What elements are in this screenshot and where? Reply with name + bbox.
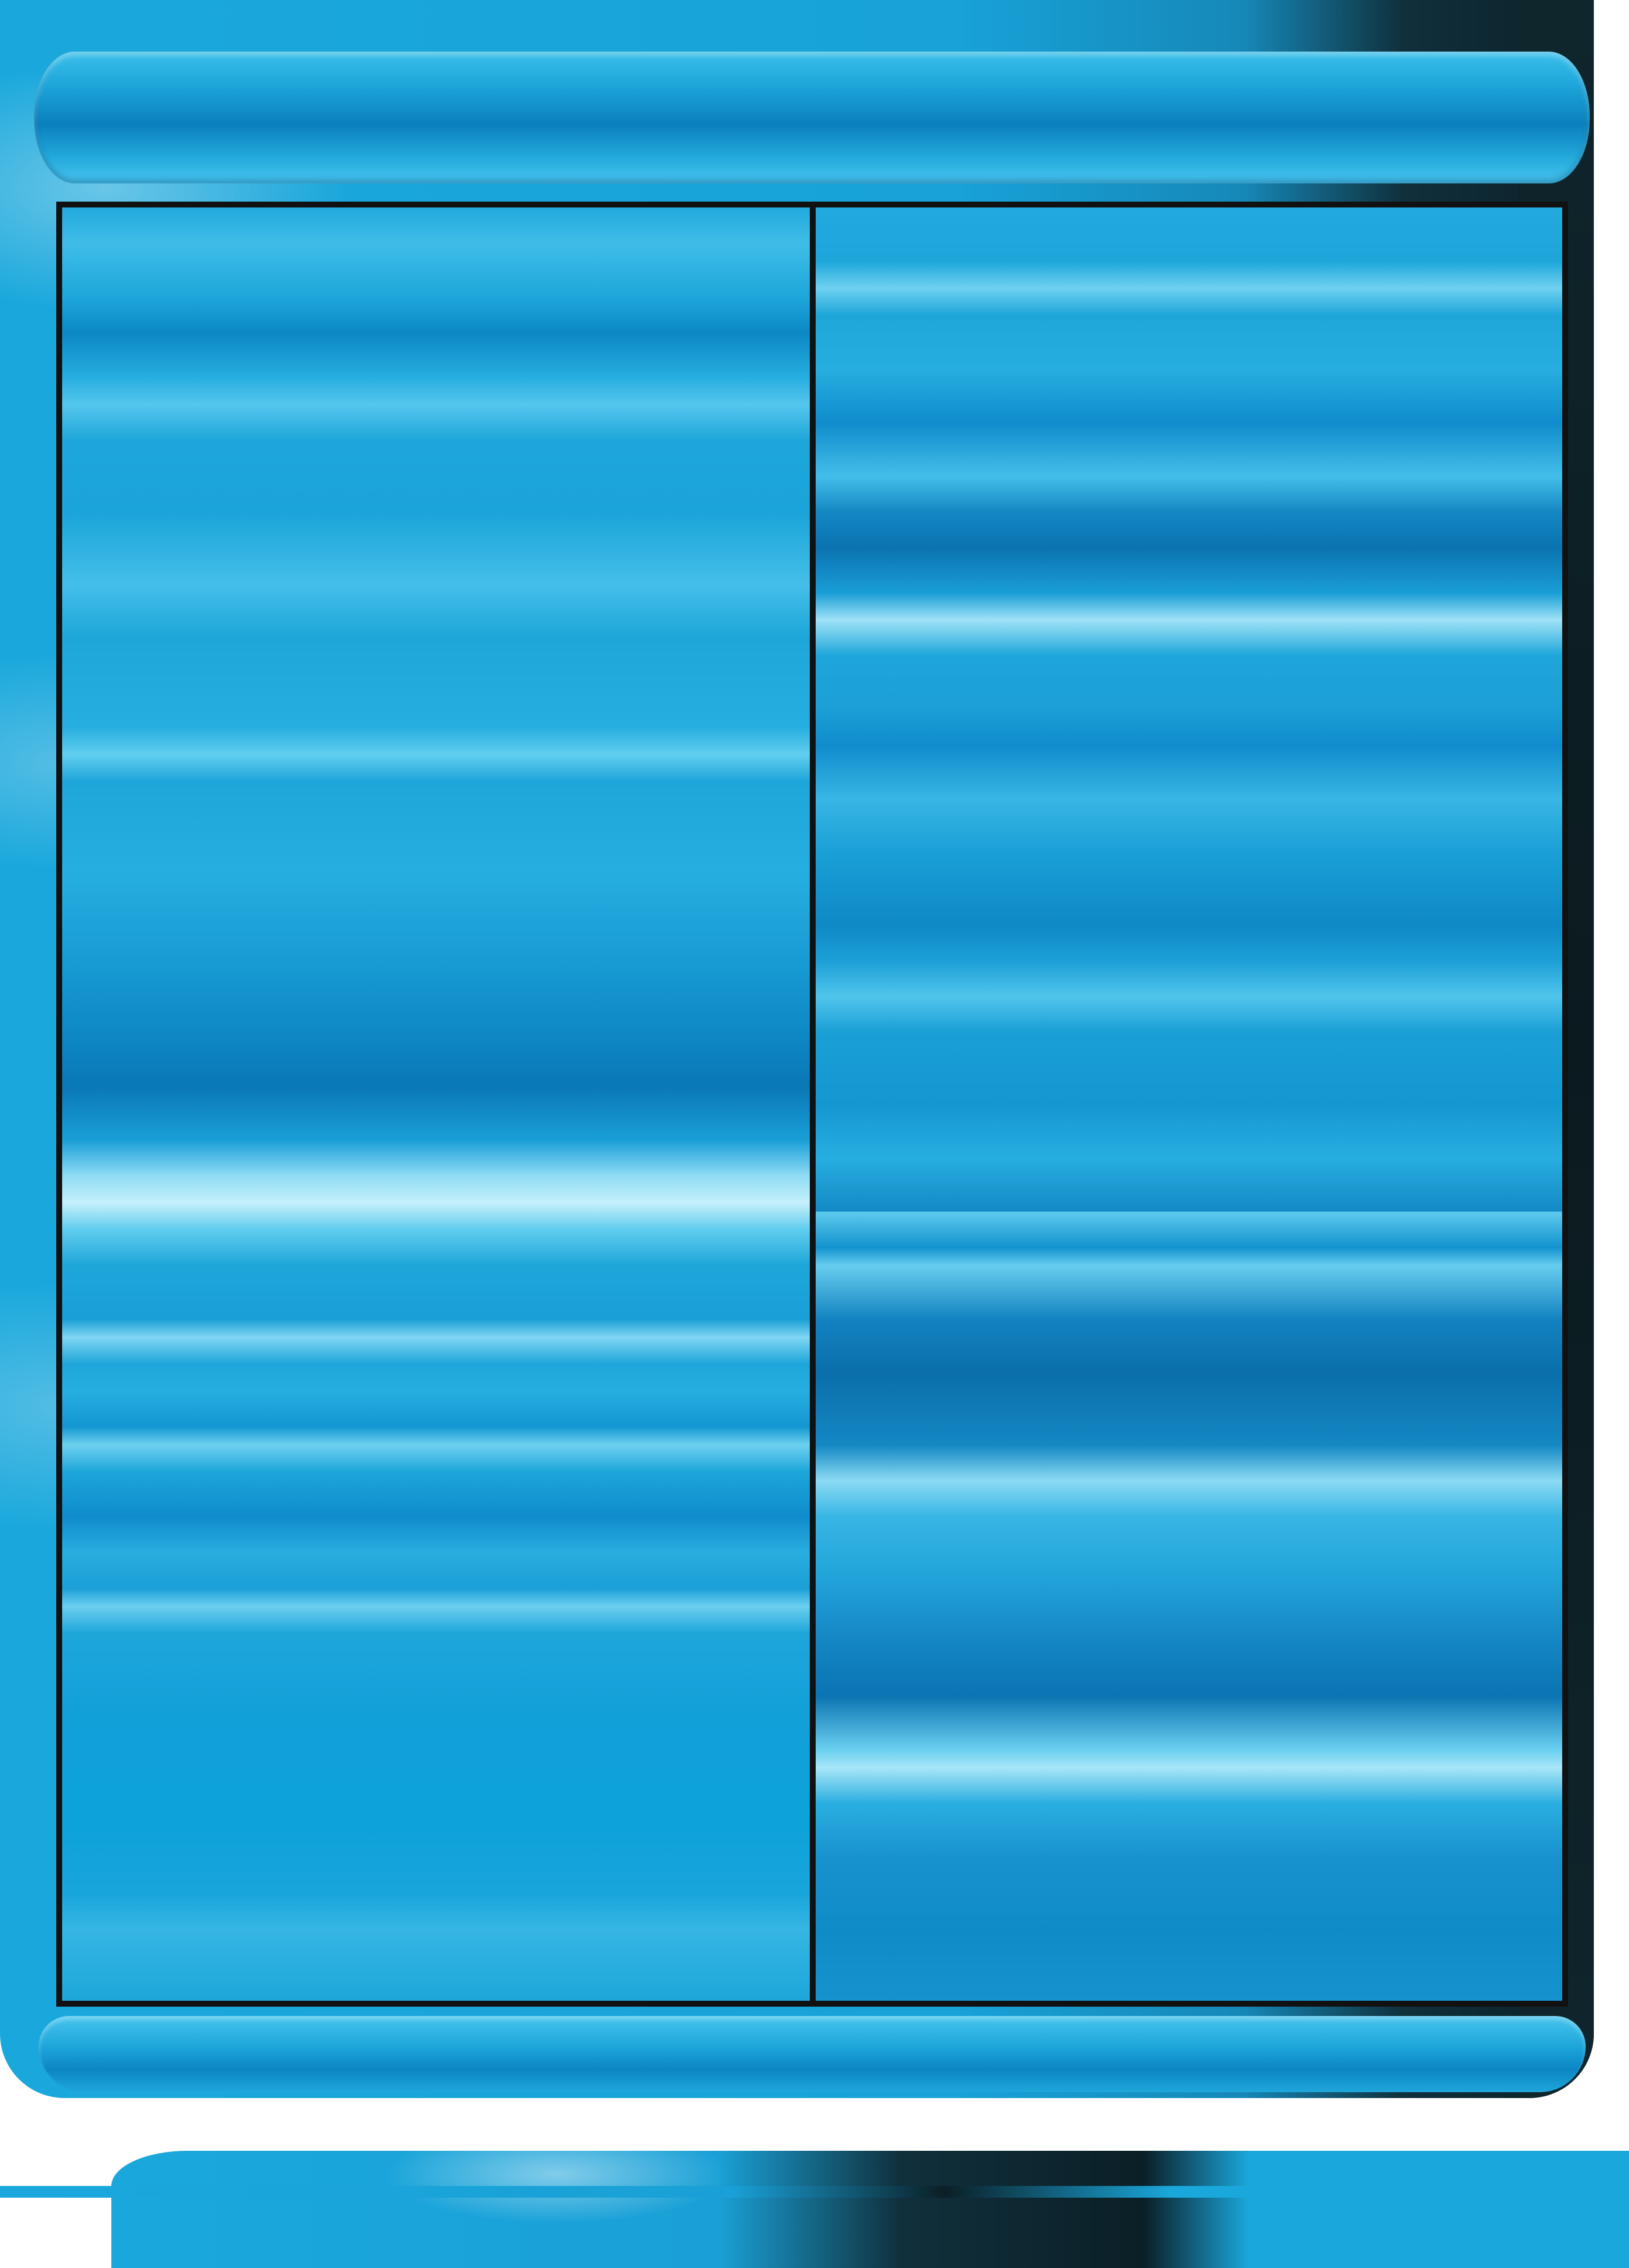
left-column-panel — [62, 207, 816, 2001]
right-column-panel — [816, 207, 1562, 2001]
content-frame — [56, 202, 1568, 2007]
header-banner — [34, 52, 1590, 183]
next-card-edge — [0, 2186, 1629, 2198]
card-background — [0, 0, 1594, 2098]
next-card-preview — [111, 2151, 1629, 2268]
footer-banner — [39, 2016, 1586, 2092]
